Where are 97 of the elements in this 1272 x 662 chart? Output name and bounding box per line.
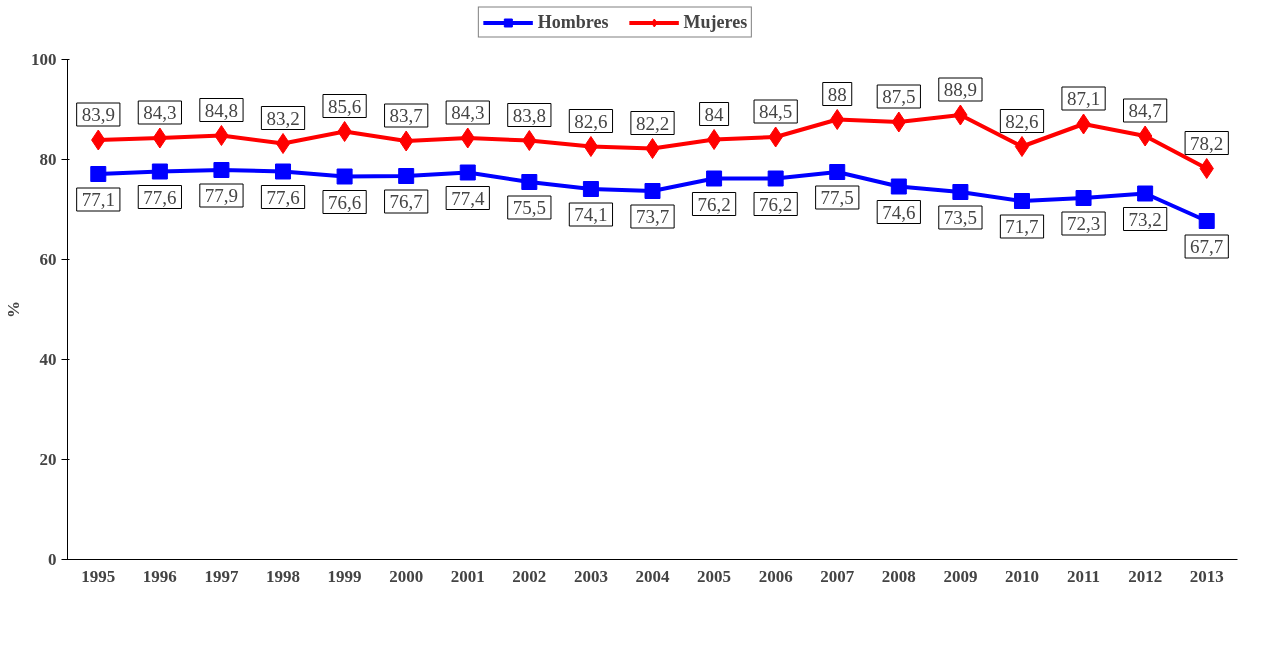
point (582, 181, 599, 197)
data-label: 78,2 (1190, 132, 1224, 154)
x-tick-label: 2000 (389, 566, 424, 586)
x-tick-label: 2006 (758, 566, 793, 586)
data-label: 88 (827, 83, 847, 105)
data-label: 72,3 (1066, 213, 1101, 234)
point (521, 174, 538, 190)
point (213, 162, 230, 178)
point (1198, 213, 1215, 229)
data-label: 84 (704, 103, 725, 125)
data-label: 76,2 (697, 193, 731, 215)
data-label: 77,4 (451, 187, 485, 209)
data-label: 71,7 (1005, 216, 1039, 237)
data-label: 75,5 (512, 197, 546, 218)
x-tick-label: 2012 (1128, 566, 1163, 586)
data-label: 74,1 (574, 204, 608, 225)
data-label: 83,9 (81, 104, 115, 125)
point (1013, 193, 1030, 209)
data-label: 83,7 (389, 105, 423, 126)
x-tick-label: 2004 (635, 566, 670, 586)
x-tick-label: 2007 (820, 566, 855, 586)
point (337, 121, 352, 142)
data-label: 77,6 (266, 186, 300, 208)
point (1199, 158, 1214, 179)
data-label: 77,5 (820, 187, 854, 208)
point (336, 168, 353, 185)
y-tick-label: 60 (39, 250, 57, 269)
data-label: 82,6 (1005, 110, 1039, 132)
point (583, 136, 599, 157)
x-tick-label: 2009 (943, 566, 978, 586)
data-label: 67,7 (1190, 236, 1224, 257)
point (214, 125, 229, 146)
y-tick-label: 40 (39, 350, 57, 369)
point (829, 164, 846, 180)
point (522, 130, 537, 151)
data-label: 77,9 (204, 185, 239, 206)
data-label: 73,2 (1128, 208, 1162, 230)
data-label: 74,6 (882, 201, 916, 223)
point (644, 183, 661, 199)
point (90, 166, 107, 182)
point (398, 168, 415, 184)
x-tick-label: 2010 (1004, 566, 1039, 586)
x-tick-label: 1998 (266, 566, 301, 586)
legend-label: Mujeres (683, 11, 748, 33)
y-tick-label: 0 (48, 550, 57, 569)
data-label: 87,5 (882, 86, 916, 107)
point (706, 129, 722, 150)
data-label: 87,1 (1066, 88, 1101, 109)
data-label: 76,2 (759, 193, 793, 215)
x-tick-label: 1996 (142, 566, 177, 586)
x-tick-label: 2001 (450, 566, 485, 586)
y-tick-label: 80 (39, 150, 57, 169)
point (151, 163, 168, 180)
data-label: 77,6 (143, 186, 177, 208)
point (830, 109, 845, 130)
data-label: 84,7 (1128, 100, 1162, 121)
data-label: 82,6 (574, 110, 608, 132)
x-tick-label: 2003 (573, 566, 608, 586)
data-label: 73,7 (635, 206, 670, 227)
data-label: 83,8 (512, 104, 546, 126)
x-tick-label: 2008 (881, 566, 916, 586)
x-tick-label: 2002 (512, 566, 547, 586)
point (152, 127, 168, 149)
point (1014, 136, 1030, 157)
data-label: 88,9 (943, 79, 978, 100)
y-tick-label: 20 (39, 450, 57, 469)
data-label: 84,3 (143, 102, 177, 123)
point (275, 133, 291, 154)
data-label: 76,6 (327, 191, 362, 213)
point (1137, 185, 1154, 202)
data-label: 84,3 (451, 102, 485, 123)
x-tick-label: 2013 (1189, 566, 1224, 586)
x-tick-label: 2005 (697, 566, 732, 586)
point (767, 170, 784, 187)
data-label: 82,2 (635, 112, 670, 134)
data-label: 85,6 (327, 95, 362, 117)
data-label: 77,1 (81, 189, 115, 210)
point (275, 163, 292, 180)
point (890, 178, 907, 195)
legend-label: Hombres (537, 11, 609, 33)
y-tick-label: 100 (31, 50, 57, 69)
data-label: 84,8 (204, 99, 239, 121)
data-label: 84,5 (759, 101, 793, 122)
x-tick-label: 2011 (1067, 566, 1101, 586)
data-label: 83,2 (266, 107, 300, 129)
point (706, 170, 723, 187)
x-tick-label: 1995 (81, 566, 116, 586)
point (952, 184, 969, 200)
point (1137, 125, 1153, 147)
data-label: 73,5 (943, 207, 978, 228)
point (459, 164, 476, 181)
data-label: 76,7 (389, 191, 423, 212)
point (1075, 190, 1092, 206)
x-tick-label: 1997 (204, 566, 239, 586)
point (645, 138, 660, 159)
y-axis-title: % (4, 301, 23, 318)
x-tick-label: 1999 (327, 566, 362, 586)
